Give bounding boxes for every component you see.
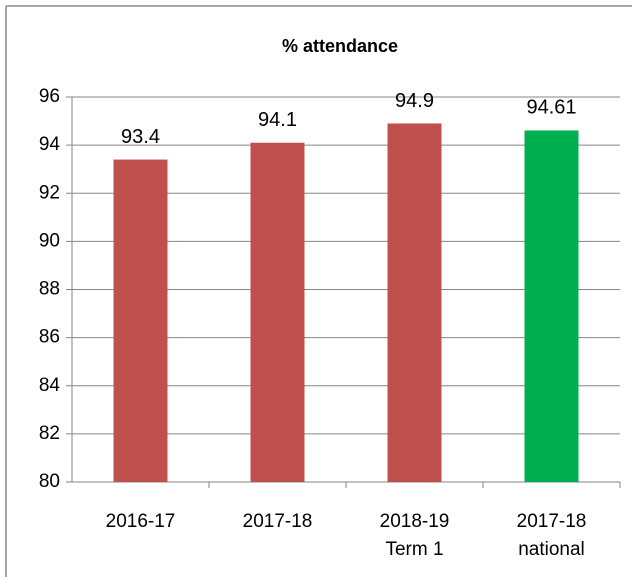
bar	[113, 159, 168, 482]
bar	[387, 123, 442, 482]
value-label: 94.1	[258, 109, 297, 131]
y-tick-label: 94	[39, 134, 61, 155]
y-tick-label: 92	[39, 182, 60, 203]
chart-title: % attendance	[282, 36, 398, 56]
value-label: 94.61	[526, 97, 576, 119]
x-tick-label: 2016-17	[105, 511, 176, 532]
bar	[250, 142, 305, 482]
x-tick-label: 2017-18 national	[516, 511, 587, 560]
y-tick-label: 86	[39, 327, 60, 348]
y-tick-label: 82	[39, 423, 60, 444]
y-tick-label: 80	[39, 471, 60, 492]
bar	[524, 130, 579, 482]
y-tick-label: 90	[39, 230, 60, 251]
value-label: 94.9	[395, 90, 434, 112]
value-label: 93.4	[121, 126, 160, 148]
x-tick-label: 2018-19 Term 1	[379, 511, 450, 560]
y-tick-label: 88	[39, 279, 60, 300]
y-tick-label: 96	[39, 86, 60, 107]
y-tick-label: 84	[39, 375, 61, 396]
x-tick-label: 2017-18	[242, 511, 313, 532]
